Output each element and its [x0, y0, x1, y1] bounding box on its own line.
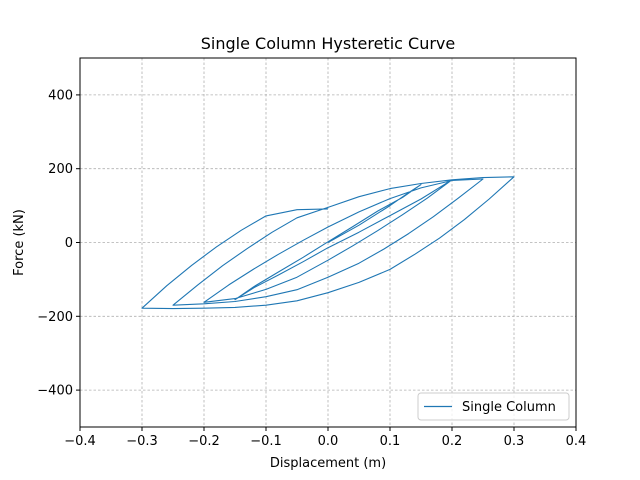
y-tick-label: 400 [48, 88, 73, 103]
x-tick-label: 0.0 [318, 434, 339, 449]
x-tick-label: −0.2 [188, 434, 220, 449]
x-tick-label: 0.3 [504, 434, 525, 449]
x-tick-label: −0.4 [64, 434, 96, 449]
legend-label-single-column: Single Column [462, 400, 556, 415]
x-axis-ticks: −0.4 −0.3 −0.2 −0.1 0.0 0.1 0.2 0.3 0.4 [64, 427, 586, 449]
y-axis-ticks: −400 −200 0 200 400 [37, 88, 80, 399]
x-tick-label: 0.4 [566, 434, 587, 449]
y-tick-label: 0 [65, 236, 73, 251]
x-tick-label: 0.1 [380, 434, 401, 449]
y-tick-label: −400 [37, 384, 73, 399]
series-layer [141, 176, 515, 310]
y-tick-label: 200 [48, 162, 73, 177]
y-tick-label: −200 [37, 310, 73, 325]
legend-box [417, 392, 570, 421]
y-axis-title: Force (kN) [12, 209, 27, 276]
series-line-single-column [141, 176, 515, 310]
x-tick-label: 0.2 [442, 434, 463, 449]
x-axis-title: Displacement (m) [270, 456, 386, 471]
chart-title: Single Column Hysteretic Curve [201, 34, 455, 53]
legend: Single Column [417, 392, 570, 421]
x-tick-label: −0.1 [250, 434, 282, 449]
x-tick-label: −0.3 [126, 434, 158, 449]
